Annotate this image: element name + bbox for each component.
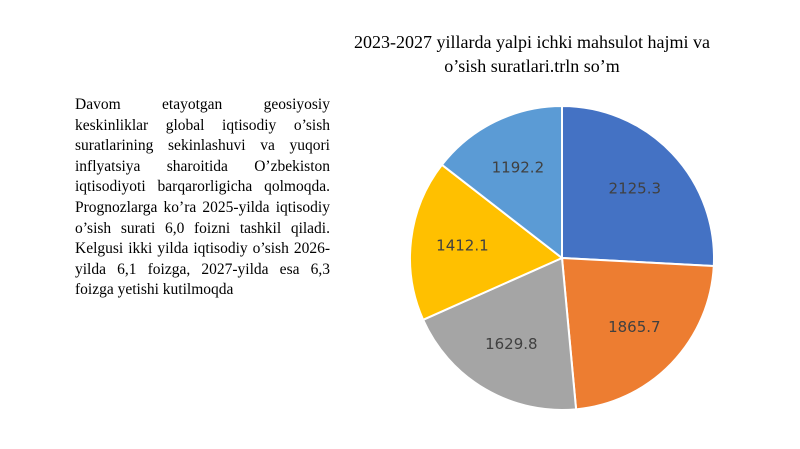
pie-slice (421, 256, 578, 411)
pie-slice (409, 163, 564, 322)
pie-slice (561, 104, 715, 268)
data-label: 2125.3 (609, 179, 662, 197)
data-label: 1629.8 (485, 335, 538, 353)
chart-title: 2023-2027 yillarda yalpi ichki mahsulot … (354, 32, 710, 76)
paragraph: Davom etayotgan geosiyosiy keskinliklar … (75, 96, 330, 299)
pie-slice (440, 104, 563, 261)
data-label: 1192.2 (492, 158, 545, 176)
pie-slice (560, 256, 715, 411)
data-label: 1865.7 (608, 318, 661, 336)
data-label: 1412.1 (436, 236, 489, 254)
